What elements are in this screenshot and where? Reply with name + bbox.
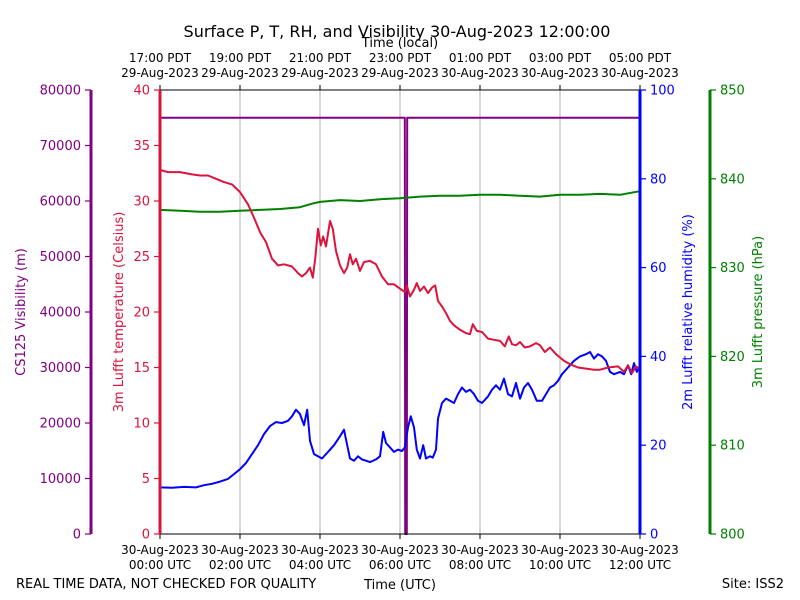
- humidity-axis-label: 2m Lufft relative humidity (%): [681, 214, 696, 410]
- top-tick-label-time: 03:00 PDT: [529, 51, 592, 65]
- humidity-axis-tick-label: 0: [650, 528, 658, 543]
- top-tick-label-date: 30-Aug-2023: [601, 66, 679, 80]
- footer-site-label: Site: ISS2: [722, 577, 784, 592]
- top-tick-label-date: 29-Aug-2023: [281, 66, 359, 80]
- top-tick-label-time: 19:00 PDT: [209, 51, 272, 65]
- pressure-axis-tick-label: 820: [720, 350, 745, 365]
- top-tick-label-time: 21:00 PDT: [289, 51, 352, 65]
- humidity-axis-tick-label: 100: [650, 84, 675, 99]
- pressure-axis-tick-label: 850: [720, 84, 745, 99]
- temperature-axis-tick-label: 40: [133, 84, 150, 99]
- temperature-axis-tick-label: 10: [133, 417, 150, 432]
- top-tick-label-time: 01:00 PDT: [449, 51, 512, 65]
- temperature-axis-tick-label: 35: [133, 139, 150, 154]
- temperature-axis-tick-label: 25: [133, 250, 150, 265]
- visibility-axis-tick-label: 60000: [40, 195, 81, 210]
- pressure-axis-tick-label: 840: [720, 172, 745, 187]
- bottom-tick-label-date: 30-Aug-2023: [441, 543, 519, 557]
- bottom-tick-label-date: 30-Aug-2023: [121, 543, 199, 557]
- bottom-tick-label-time: 00:00 UTC: [129, 558, 191, 572]
- bottom-tick-label-date: 30-Aug-2023: [521, 543, 599, 557]
- visibility-axis-tick-label: 30000: [40, 361, 81, 376]
- bottom-tick-label-time: 12:00 UTC: [609, 558, 671, 572]
- pressure-series-line: [159, 190, 641, 213]
- pressure-axis-tick-label: 800: [720, 528, 745, 543]
- footer-quality-note: REAL TIME DATA, NOT CHECKED FOR QUALITY: [16, 577, 316, 592]
- bottom-axis-label: Time (UTC): [363, 578, 436, 593]
- top-tick-label-date: 29-Aug-2023: [361, 66, 439, 80]
- bottom-tick-label-date: 30-Aug-2023: [601, 543, 679, 557]
- humidity-axis-tick-label: 20: [650, 439, 667, 454]
- chart-title: Surface P, T, RH, and Visibility 30-Aug-…: [184, 22, 611, 41]
- top-tick-label-time: 05:00 PDT: [609, 51, 672, 65]
- visibility-axis-tick-label: 40000: [40, 306, 81, 321]
- top-tick-label-date: 30-Aug-2023: [441, 66, 519, 80]
- humidity-axis-tick-label: 80: [650, 172, 667, 187]
- bottom-tick-label-time: 06:00 UTC: [369, 558, 431, 572]
- grid-lines: [239, 90, 561, 534]
- bottom-tick-label-time: 10:00 UTC: [529, 558, 591, 572]
- visibility-axis-tick-label: 80000: [40, 84, 81, 99]
- top-tick-label-date: 30-Aug-2023: [521, 66, 599, 80]
- visibility-axis-tick-label: 70000: [40, 139, 81, 154]
- visibility-axis-tick-label: 20000: [40, 417, 81, 432]
- visibility-axis-tick-label: 0: [73, 528, 81, 543]
- top-tick-label-date: 29-Aug-2023: [121, 66, 199, 80]
- humidity-axis-tick-label: 40: [650, 350, 667, 365]
- top-axis-label: Time (local): [361, 36, 438, 51]
- visibility-axis-tick-label: 50000: [40, 250, 81, 265]
- humidity-series-line: [159, 351, 641, 489]
- top-tick-label-time: 17:00 PDT: [129, 51, 192, 65]
- temperature-axis-label: 3m Lufft temperature (Celsius): [112, 212, 127, 413]
- temperature-series-line: [159, 168, 641, 375]
- temperature-axis-tick-label: 0: [142, 528, 150, 543]
- bottom-tick-label-date: 30-Aug-2023: [201, 543, 279, 557]
- top-tick-label-date: 29-Aug-2023: [201, 66, 279, 80]
- bottom-tick-label-time: 02:00 UTC: [209, 558, 271, 572]
- temperature-axis-tick-label: 15: [133, 361, 150, 376]
- visibility-axis-tick-label: 10000: [40, 472, 81, 487]
- bottom-tick-label-date: 30-Aug-2023: [281, 543, 359, 557]
- bottom-tick-label-time: 04:00 UTC: [289, 558, 351, 572]
- temperature-axis-tick-label: 20: [133, 306, 150, 321]
- temperature-axis-tick-label: 30: [133, 195, 150, 210]
- pressure-axis-tick-label: 810: [720, 439, 745, 454]
- temperature-axis-tick-label: 5: [142, 472, 150, 487]
- bottom-tick-label-time: 08:00 UTC: [449, 558, 511, 572]
- pressure-axis-tick-label: 830: [720, 261, 745, 276]
- humidity-axis-tick-label: 60: [650, 261, 667, 276]
- visibility-axis-label: CS125 Visibility (m): [14, 248, 29, 376]
- top-tick-label-time: 23:00 PDT: [369, 51, 432, 65]
- bottom-tick-label-date: 30-Aug-2023: [361, 543, 439, 557]
- pressure-axis-label: 3m Lufft pressure (hPa): [751, 236, 766, 388]
